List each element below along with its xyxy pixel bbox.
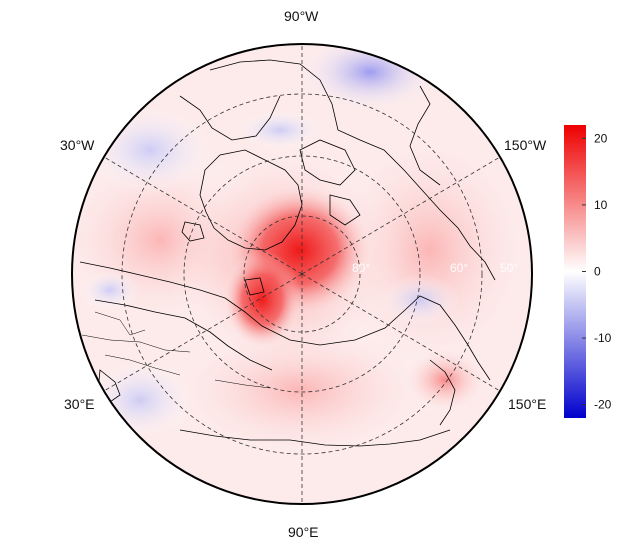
colorbar-tick-label: 10: [594, 198, 608, 212]
colorbar: 20 10 0 -10 -20: [564, 125, 612, 418]
longitude-label-lower-right: 150°E: [508, 396, 547, 412]
svalbard-coast: [244, 277, 265, 296]
colorbar-tick-label: -20: [594, 398, 612, 412]
colorbar-ramp: [564, 125, 586, 418]
colorbar-ticks: 20 10 0 -10 -20: [582, 131, 612, 412]
colorbar-tick-label: -10: [594, 331, 612, 345]
latitude-label-50: 50°: [500, 261, 518, 275]
longitude-label-top: 90°W: [284, 8, 319, 24]
coastlines: [79, 59, 496, 447]
longitude-label-bottom: 90°E: [288, 524, 319, 540]
latitude-label-80: 80°: [352, 261, 370, 275]
map-boundary: [71, 43, 533, 505]
colorbar-tick-label: 0: [594, 265, 601, 279]
north-america-coast: [209, 59, 496, 281]
longitude-label-upper-right: 150°W: [504, 137, 547, 153]
longitude-label-lower-left: 30°E: [64, 396, 95, 412]
hudson-bay-coast: [179, 95, 281, 141]
scandinavia-coast: [94, 299, 273, 371]
colorbar-tick-label: 20: [594, 131, 608, 145]
graticule: [103, 44, 501, 504]
latitude-label-60: 60°: [450, 261, 468, 275]
kamchatka-coast: [429, 359, 456, 426]
iceland-coast: [181, 221, 205, 242]
longitude-label-upper-left: 30°W: [60, 137, 95, 153]
alaska-coast: [409, 85, 441, 186]
eurasia-coast: [79, 261, 491, 381]
anomaly-field: [72, 44, 532, 504]
europe-borders: [81, 311, 271, 389]
canadian-archipelago-coast: [299, 139, 361, 226]
